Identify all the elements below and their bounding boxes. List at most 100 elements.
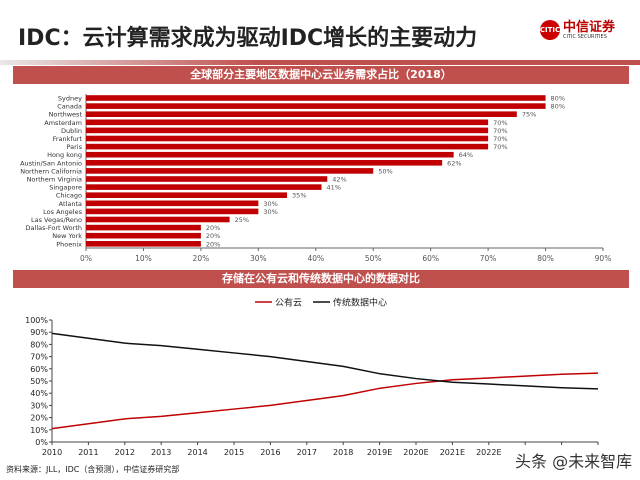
bar-value-label: 30% — [263, 200, 277, 208]
bar-category-label: Austin/San Antonio — [20, 159, 82, 167]
bar — [86, 241, 201, 247]
bar — [86, 208, 259, 215]
line-y-tick-label: 50% — [30, 377, 48, 386]
legend-label: 公有云 — [275, 297, 302, 309]
bar — [86, 160, 443, 166]
bar-value-label: 75% — [522, 111, 536, 119]
bar — [86, 224, 201, 231]
bar-category-label: Northern Virginia — [27, 176, 82, 184]
bar-value-label: 70% — [493, 135, 507, 143]
line-y-tick-label: 30% — [30, 401, 48, 410]
bar — [86, 184, 322, 190]
bar-x-tick-label: 10% — [135, 254, 152, 263]
bar-x-tick-label: 50% — [365, 254, 382, 263]
watermark: 头条 @未来智库 — [515, 452, 633, 471]
bar-value-label: 20% — [206, 224, 220, 232]
bar-category-label: Northern California — [20, 167, 82, 175]
bar-value-label: 70% — [493, 119, 507, 127]
bar-value-label: 50% — [378, 167, 392, 175]
line-x-tick-label: 2017 — [297, 448, 317, 457]
bar-x-tick-label: 0% — [80, 254, 92, 263]
bar-category-label: Hong kong — [47, 151, 82, 159]
bar — [86, 127, 489, 134]
bar-value-label: 25% — [235, 216, 249, 224]
bar-category-label: Paris — [67, 143, 83, 151]
line-y-tick-label: 40% — [30, 389, 48, 398]
bar-category-label: Atlanta — [59, 200, 82, 208]
bar-category-label: Frankfurt — [53, 135, 83, 143]
legend-label: 传统数据中心 — [333, 297, 387, 309]
bar-category-label: Amsterdam — [44, 119, 82, 127]
bar-x-tick-label: 70% — [480, 254, 497, 263]
line-y-tick-label: 100% — [25, 316, 48, 325]
bar-category-label: Las Vegas/Reno — [31, 216, 82, 224]
bar-value-label: 80% — [551, 103, 565, 111]
line-x-tick-label: 2010 — [42, 448, 62, 457]
bar-category-label: Chicago — [56, 192, 82, 200]
line-x-tick-label: 2022E — [476, 448, 501, 457]
line-x-tick-label: 2011 — [78, 448, 98, 457]
bar — [86, 119, 489, 126]
bar-x-tick-label: 40% — [307, 254, 324, 263]
logo-cn: 中信证券 — [563, 19, 616, 35]
bar-value-label: 70% — [493, 127, 507, 135]
logo-en: CITIC SECURITIES — [563, 33, 607, 40]
bar-category-label: Dublin — [61, 127, 82, 135]
bar-category-label: Dallas-Fort Worth — [26, 224, 82, 232]
citic-logo: CITIC 中信证券 CITIC SECURITIES — [540, 20, 615, 40]
bar — [86, 143, 489, 150]
line-x-tick-label: 2021E — [440, 448, 465, 457]
bar-x-tick-label: 80% — [537, 254, 554, 263]
bar-value-label: 80% — [551, 95, 565, 103]
bar — [86, 192, 288, 198]
bar-value-label: 70% — [493, 143, 507, 151]
bar-category-label: Northwest — [49, 111, 83, 119]
bar — [86, 232, 201, 239]
bar-value-label: 42% — [332, 176, 346, 184]
line-x-tick-label: 2014 — [187, 448, 207, 457]
bar-category-label: Los Angeles — [43, 208, 82, 216]
line-series-public-cloud — [51, 372, 599, 430]
bar-x-tick-label: 30% — [250, 254, 267, 263]
bar — [86, 103, 546, 109]
page-title: IDC：云计算需求成为驱动IDC增长的主要动力 — [18, 26, 478, 51]
bar — [86, 111, 517, 117]
line-x-tick-label: 2012 — [115, 448, 135, 457]
bar-value-label: 64% — [459, 151, 473, 159]
line-x-tick-label: 2020E — [403, 448, 428, 457]
bar — [86, 95, 546, 101]
line-y-tick-label: 10% — [30, 426, 48, 435]
bar-value-label: 20% — [206, 232, 220, 240]
line-y-tick-label: 0% — [35, 438, 48, 447]
bar — [86, 200, 259, 207]
bar — [86, 216, 230, 223]
bar-value-label: 41% — [327, 184, 341, 192]
bar — [86, 135, 489, 142]
line-x-tick-label: 2013 — [151, 448, 171, 457]
bar-value-label: 35% — [292, 192, 306, 200]
bar-chart-title: 全球部分主要地区数据中心云业务需求占比（2018） — [13, 66, 629, 84]
bar-category-label: Canada — [57, 103, 82, 111]
bar-x-tick-label: 60% — [422, 254, 439, 263]
source-note: 资料来源：JLL，IDC（含预测），中信证券研究部 — [6, 465, 180, 474]
bar-category-label: Singapore — [49, 184, 82, 192]
line-series-traditional — [51, 332, 599, 390]
bar-category-label: New York — [52, 232, 82, 240]
line-x-tick-label: 2018 — [333, 448, 353, 457]
line-y-tick-label: 70% — [30, 353, 48, 362]
bar — [86, 176, 328, 182]
bar-value-label: 20% — [206, 240, 220, 248]
bar-x-tick-label: 90% — [595, 254, 612, 263]
bar — [86, 168, 374, 174]
bar — [86, 151, 454, 158]
bar-x-tick-label: 20% — [193, 254, 210, 263]
bar-value-label: 30% — [263, 208, 277, 216]
line-y-tick-label: 80% — [30, 340, 48, 349]
line-x-tick-label: 2015 — [224, 448, 244, 457]
bar-category-label: Phoenix — [56, 240, 82, 248]
line-y-tick-label: 60% — [30, 365, 48, 374]
line-chart-title: 存储在公有云和传统数据中心的数据对比 — [13, 270, 629, 288]
bar-value-label: 62% — [447, 159, 461, 167]
bar-category-label: Sydney — [58, 95, 82, 103]
